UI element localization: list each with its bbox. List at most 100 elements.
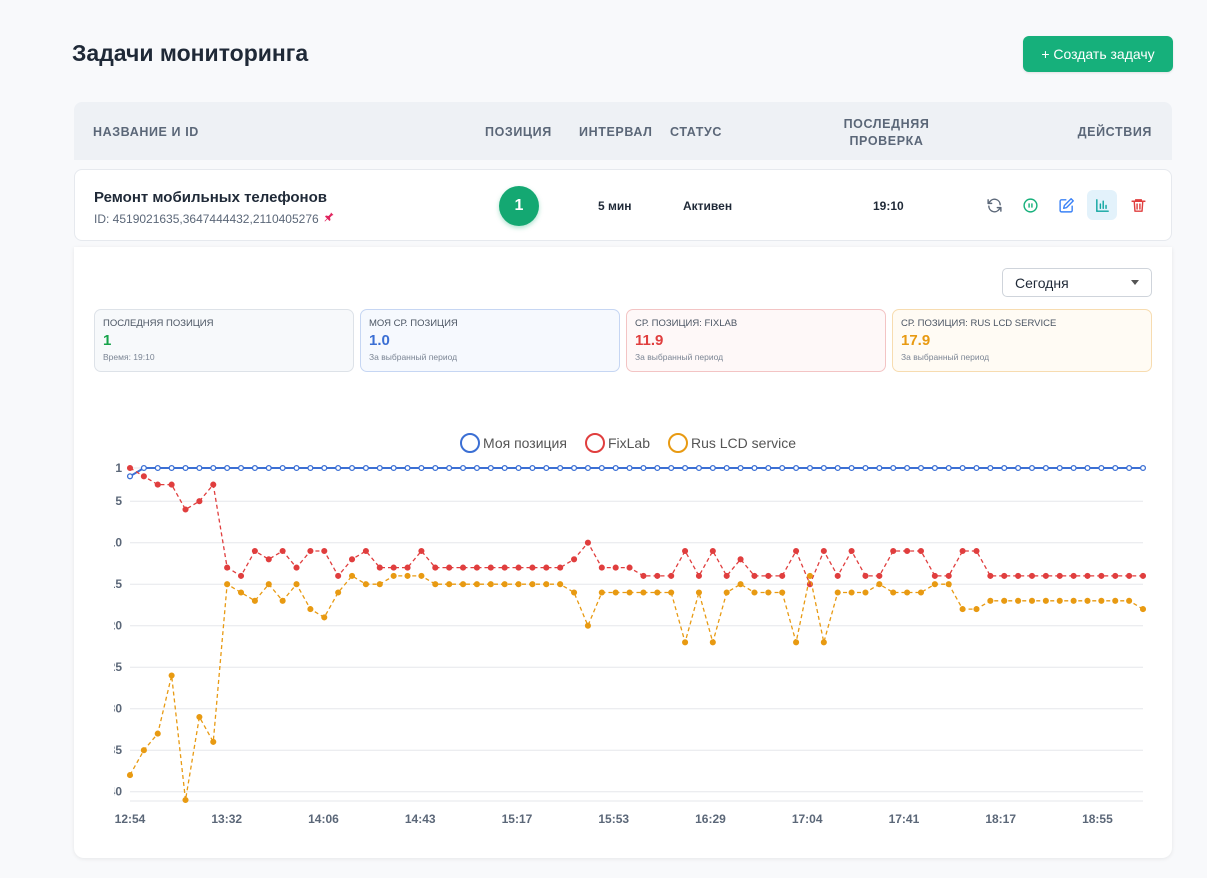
data-point: [820, 547, 827, 555]
data-point: [973, 464, 980, 472]
data-point: [348, 464, 356, 472]
legend-item-my-position[interactable]: Моя позиция: [460, 433, 567, 453]
pause-button[interactable]: [1015, 190, 1045, 220]
data-point: [362, 547, 369, 555]
data-point: [668, 464, 675, 472]
data-point: [446, 564, 453, 571]
data-point: [584, 539, 591, 546]
data-point: [390, 564, 397, 571]
task-row[interactable]: Ремонт мобильных телефонов ID: 451902163…: [74, 169, 1172, 241]
data-point: [959, 464, 966, 472]
position-badge: 1: [499, 186, 539, 226]
data-point: [793, 547, 800, 555]
data-point: [654, 464, 661, 472]
period-select[interactable]: Сегодня: [1002, 268, 1152, 297]
y-tick-label: 40: [114, 785, 122, 799]
stat-value: 1: [103, 332, 112, 349]
data-point: [806, 572, 814, 579]
data-point: [335, 589, 342, 596]
data-point: [945, 572, 952, 579]
data-point: [904, 464, 911, 472]
data-point: [848, 547, 855, 555]
stat-label: МОЯ СР. ПОЗИЦИЯ: [369, 318, 458, 329]
data-point: [987, 572, 994, 579]
task-name: Ремонт мобильных телефонов: [94, 189, 327, 206]
data-point: [1084, 597, 1091, 604]
chevron-down-icon: [1131, 280, 1139, 285]
data-point: [1098, 597, 1105, 604]
table-header: НАЗВАНИЕ И ID ПОЗИЦИЯ ИНТЕРВАЛ СТАТУС ПО…: [74, 102, 1172, 160]
data-point: [779, 464, 786, 472]
data-point: [848, 589, 855, 596]
chart-button[interactable]: [1087, 190, 1117, 220]
pause-icon: [1022, 197, 1038, 213]
data-point: [182, 796, 189, 804]
stat-sub: За выбранный период: [369, 352, 458, 362]
data-point: [557, 564, 564, 571]
legend-label: Моя позиция: [483, 435, 567, 451]
data-point: [890, 589, 897, 596]
data-point: [668, 589, 675, 596]
x-tick-label: 18:55: [1082, 812, 1113, 826]
data-point: [237, 589, 245, 596]
data-point: [196, 464, 203, 472]
data-point: [612, 464, 619, 472]
data-point: [1028, 572, 1036, 579]
data-point: [1139, 606, 1147, 613]
data-point: [1139, 572, 1147, 579]
data-point: [279, 547, 286, 555]
data-point: [931, 581, 938, 588]
data-point: [237, 572, 245, 579]
legend-swatch: [584, 433, 605, 453]
delete-button[interactable]: [1123, 190, 1153, 220]
data-point: [945, 581, 952, 588]
data-point: [737, 581, 744, 588]
legend-item-fixlab[interactable]: FixLab: [584, 433, 650, 453]
y-tick-label: 35: [114, 743, 122, 757]
data-point: [543, 464, 550, 472]
header-name: НАЗВАНИЕ И ID: [93, 125, 199, 139]
data-point: [168, 464, 175, 472]
data-point: [834, 464, 841, 472]
data-point: [987, 464, 994, 472]
edit-button[interactable]: [1051, 190, 1081, 220]
data-point: [459, 464, 467, 472]
create-task-button[interactable]: + Создать задачу: [1023, 36, 1173, 72]
data-point: [432, 581, 439, 588]
stat-sub: За выбранный период: [901, 352, 990, 362]
data-point: [404, 564, 411, 571]
task-interval: 5 мин: [598, 199, 632, 213]
data-point: [293, 464, 300, 472]
refresh-button[interactable]: [979, 190, 1009, 220]
data-point: [834, 589, 841, 596]
y-tick-label: 30: [114, 702, 122, 716]
data-point: [904, 547, 911, 555]
data-point: [515, 464, 522, 472]
data-point: [765, 589, 772, 596]
y-tick-label: 25: [114, 660, 122, 674]
data-point: [876, 572, 883, 579]
x-tick-label: 15:53: [598, 812, 629, 826]
data-point: [626, 589, 633, 596]
data-point: [820, 464, 827, 472]
data-point: [1084, 464, 1091, 472]
data-point: [751, 464, 758, 472]
legend-item-ruslcd[interactable]: Rus LCD service: [667, 433, 796, 453]
legend-swatch: [460, 433, 480, 453]
data-point: [335, 572, 342, 579]
data-point: [820, 639, 827, 646]
y-tick-label: 10: [114, 536, 122, 550]
data-point: [793, 464, 800, 472]
data-point: [709, 464, 716, 472]
data-point: [182, 506, 189, 513]
stat-value: 11.9: [635, 332, 664, 349]
data-point: [501, 464, 508, 472]
data-point: [362, 581, 369, 588]
data-point: [1001, 597, 1008, 604]
data-point: [1070, 464, 1077, 472]
data-point: [335, 464, 342, 472]
data-point: [571, 464, 578, 472]
data-point: [307, 464, 314, 472]
data-point: [529, 564, 536, 571]
data-point: [182, 464, 189, 472]
